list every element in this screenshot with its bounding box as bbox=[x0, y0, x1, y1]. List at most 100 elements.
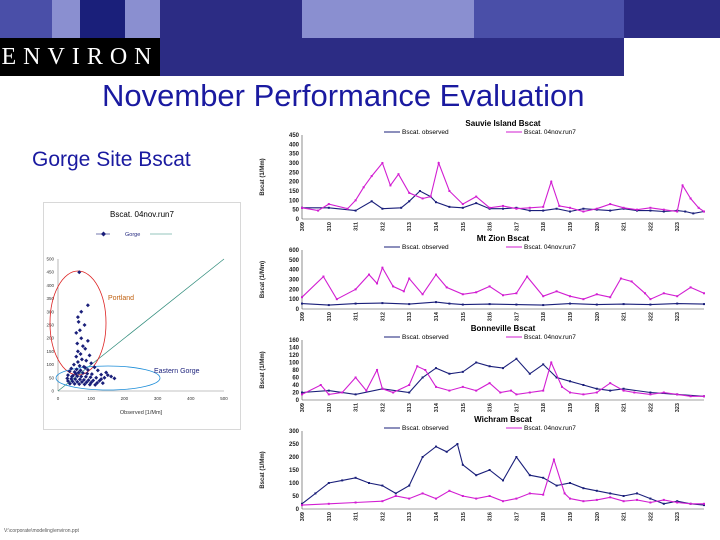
banner-tile bbox=[624, 0, 720, 38]
point-observed bbox=[448, 302, 451, 305]
point-observed bbox=[515, 303, 518, 306]
point-model bbox=[552, 458, 555, 461]
x-tick-label: 322 bbox=[648, 312, 654, 321]
x-tick-label: 316 bbox=[488, 403, 494, 412]
point-model bbox=[697, 206, 700, 209]
point-model bbox=[644, 292, 647, 295]
scatter-point bbox=[67, 369, 72, 374]
x-tick-label: 323 bbox=[675, 222, 681, 231]
point-model bbox=[488, 382, 491, 385]
scatter-point bbox=[74, 367, 79, 372]
point-observed bbox=[555, 376, 558, 379]
point-observed bbox=[421, 456, 424, 458]
point-model bbox=[421, 293, 424, 296]
scatter-chart: Bscat. 04nov.run7 Gorge 0 50 100 150 200 250 300… bbox=[39, 210, 228, 416]
series-line-model bbox=[301, 161, 705, 213]
timeseries-charts: Sauvie Island Bscat Bscat. observed Bscat.… bbox=[260, 119, 705, 521]
point-model bbox=[421, 492, 424, 495]
scatter-point bbox=[80, 344, 85, 349]
scatter-point bbox=[88, 375, 93, 380]
point-model bbox=[392, 391, 395, 394]
timeseries-title: Bonneville Bscat bbox=[471, 324, 536, 333]
y-tick-label: 120 bbox=[289, 353, 300, 359]
point-model bbox=[542, 295, 545, 298]
point-model bbox=[445, 286, 448, 289]
y-tick-label: 0 bbox=[296, 507, 300, 513]
x-tick-label: 313 bbox=[407, 403, 413, 412]
x-tick-label: 400 bbox=[187, 396, 195, 401]
legend-label-observed: Bscat. observed bbox=[402, 129, 449, 136]
x-tick-label: 323 bbox=[675, 403, 681, 412]
scatter-point bbox=[95, 368, 100, 373]
scatter-point bbox=[71, 362, 76, 367]
point-model bbox=[649, 298, 652, 301]
point-model bbox=[619, 277, 622, 280]
x-tick-label: 322 bbox=[648, 222, 654, 231]
scatter-point bbox=[72, 381, 77, 386]
point-model bbox=[448, 190, 451, 192]
x-tick-label: 310 bbox=[327, 222, 333, 231]
scatter-point bbox=[100, 381, 105, 386]
point-observed bbox=[676, 500, 679, 503]
point-observed bbox=[622, 387, 625, 390]
x-tick-label: 316 bbox=[488, 312, 494, 321]
x-tick-label: 0 bbox=[57, 396, 60, 401]
point-model bbox=[542, 389, 545, 392]
x-tick-label: 309 bbox=[300, 512, 306, 521]
scatter-point bbox=[70, 379, 75, 384]
point-observed bbox=[662, 502, 665, 505]
x-tick-label: 320 bbox=[595, 403, 601, 412]
scatter-point bbox=[87, 382, 92, 387]
point-model bbox=[408, 384, 411, 386]
point-model bbox=[429, 195, 432, 198]
point-model bbox=[327, 203, 330, 206]
point-observed bbox=[354, 476, 357, 479]
x-tick-label: 317 bbox=[514, 512, 520, 521]
point-model bbox=[502, 294, 504, 297]
point-model bbox=[595, 391, 598, 394]
point-model bbox=[322, 275, 325, 278]
point-model bbox=[301, 504, 303, 507]
scatter-point bbox=[67, 381, 72, 386]
scatter-point bbox=[89, 380, 94, 385]
scatter-point bbox=[69, 374, 74, 379]
point-observed bbox=[582, 384, 585, 386]
point-observed bbox=[542, 209, 545, 212]
scatter-point bbox=[79, 374, 84, 379]
point-model bbox=[555, 290, 558, 293]
x-tick-label: 318 bbox=[541, 222, 547, 231]
point-observed bbox=[609, 389, 612, 392]
point-model bbox=[381, 387, 384, 390]
point-observed bbox=[609, 492, 612, 495]
point-model bbox=[550, 361, 553, 364]
scatter-point bbox=[86, 378, 91, 383]
point-model bbox=[595, 207, 598, 210]
x-tick-label: 311 bbox=[354, 512, 360, 521]
point-model bbox=[354, 199, 357, 202]
point-observed bbox=[502, 479, 504, 482]
scatter-point bbox=[77, 382, 82, 387]
banner-tile bbox=[160, 0, 302, 38]
point-model bbox=[526, 275, 529, 278]
timeseries-chart: Wichram Bscat Bscat. observed Bscat. 04nov… bbox=[260, 415, 705, 521]
scatter-point bbox=[97, 378, 102, 383]
scatter-point bbox=[77, 363, 82, 368]
y-tick-label: 150 bbox=[289, 468, 300, 474]
point-model bbox=[301, 393, 303, 396]
y-tick-label: 500 bbox=[289, 258, 300, 264]
point-model bbox=[475, 389, 478, 392]
scatter-point bbox=[84, 358, 89, 363]
scatter-point bbox=[75, 315, 80, 320]
scatter-point bbox=[77, 328, 82, 333]
point-model bbox=[421, 197, 424, 200]
scatter-point bbox=[95, 380, 100, 385]
point-model bbox=[301, 296, 303, 299]
y-tick-label: 350 bbox=[46, 296, 54, 301]
y-tick-label: 100 bbox=[289, 361, 300, 367]
point-model bbox=[515, 497, 518, 500]
point-model bbox=[622, 389, 625, 392]
header-banner: ENVIRON bbox=[0, 0, 720, 76]
point-model bbox=[475, 497, 478, 500]
banner-tile bbox=[474, 0, 624, 38]
timeseries-title: Wichram Bscat bbox=[474, 415, 532, 424]
